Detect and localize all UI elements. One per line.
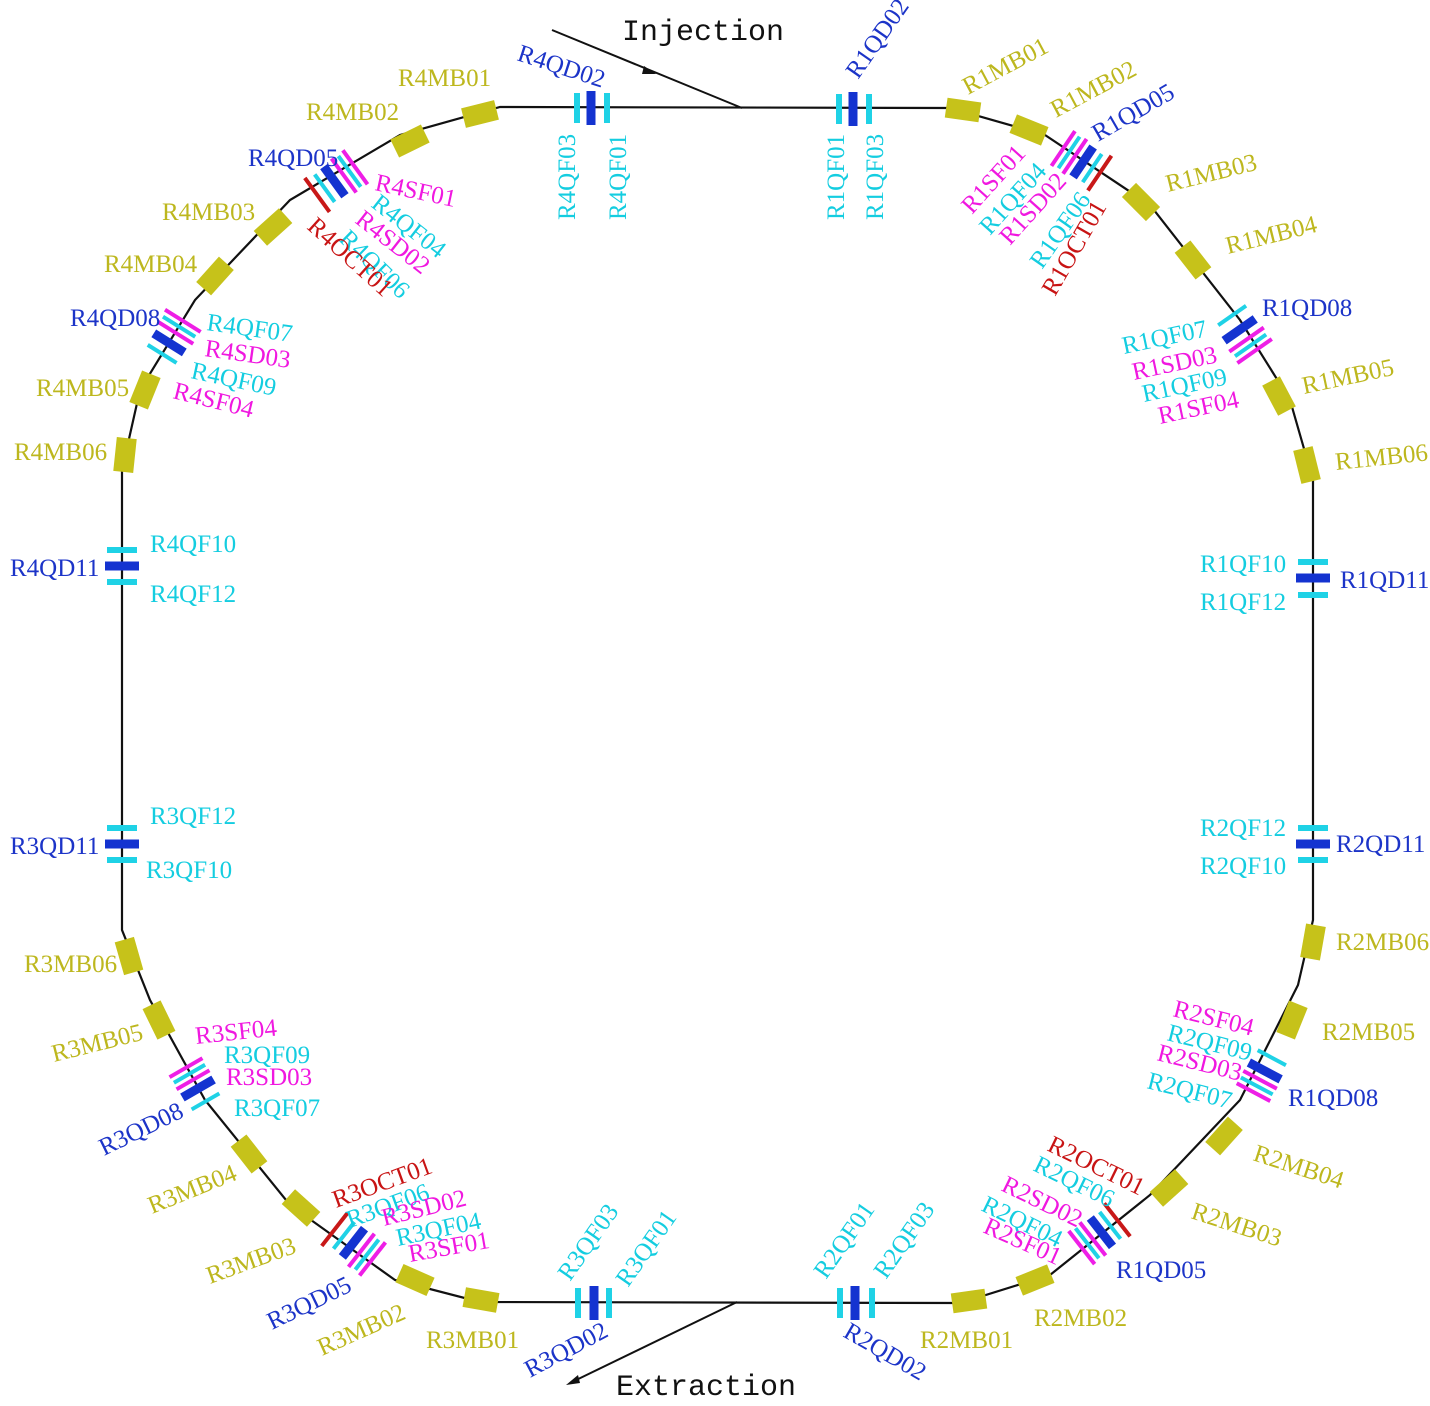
label-R3QD11: R3QD11 xyxy=(10,833,99,860)
label-R2MB05: R2MB05 xyxy=(1322,1019,1415,1046)
label-R2QD05: R1QD05 xyxy=(1116,1257,1206,1284)
dipole-r4mb04 xyxy=(196,256,234,296)
label-R1MB01: R1MB01 xyxy=(958,33,1053,101)
label-R1MB04: R1MB04 xyxy=(1223,211,1320,260)
ring-orbit xyxy=(120,105,1315,1305)
dipole-r2mb06 xyxy=(1300,923,1326,961)
label-R2MB04: R2MB04 xyxy=(1250,1140,1347,1195)
label-R1QF01: R1QF01 xyxy=(823,134,850,220)
label-R4QD08: R4QD08 xyxy=(70,305,160,332)
quad-triplet-r4-top xyxy=(574,91,610,125)
label-R3SD03: R3SD03 xyxy=(226,1064,312,1091)
label-R3MB03: R3MB03 xyxy=(203,1232,300,1289)
cluster-r4-qd08 xyxy=(146,307,202,365)
label-R3MB06: R3MB06 xyxy=(24,951,117,978)
label-R4MB04: R4MB04 xyxy=(104,251,198,278)
label-R4QD05: R4QD05 xyxy=(248,145,338,172)
dipole-magnets xyxy=(113,97,1326,1314)
label-R3QF10: R3QF10 xyxy=(146,857,232,884)
label-R4MB01: R4MB01 xyxy=(398,65,491,92)
dipole-r1mb05 xyxy=(1262,376,1296,416)
label-R2MB03: R2MB03 xyxy=(1188,1198,1285,1252)
label-R3QF07: R3QF07 xyxy=(234,1095,320,1122)
label-R4MB03: R4MB03 xyxy=(162,199,255,226)
label-R4MB02: R4MB02 xyxy=(306,99,399,126)
label-R3QF09: R3QF09 xyxy=(224,1042,310,1069)
label-R4QF01: R4QF01 xyxy=(605,134,632,220)
dipole-r3mb03 xyxy=(281,1189,321,1227)
dipole-r2mb04 xyxy=(1205,1116,1243,1156)
label-R4QD11: R4QD11 xyxy=(10,555,99,582)
label-R3MB04: R3MB04 xyxy=(144,1159,241,1219)
dipole-r4mb05 xyxy=(129,370,161,410)
quad-triplet-r4-left xyxy=(105,547,139,585)
label-R3QD02: R3QD02 xyxy=(520,1317,612,1383)
label-R2QF10: R2QF10 xyxy=(1200,853,1286,880)
label-R1MB06: R1MB06 xyxy=(1334,439,1429,476)
label-R1MB03: R1MB03 xyxy=(1163,149,1260,198)
dipole-r1mb06 xyxy=(1293,446,1321,484)
label-R2MB02: R2MB02 xyxy=(1034,1305,1127,1332)
label-R2QF01: R2QF01 xyxy=(809,1197,881,1283)
label-R2QF12: R2QF12 xyxy=(1200,815,1286,842)
dipole-r3mb06 xyxy=(114,936,144,976)
label-R3QF12: R3QF12 xyxy=(150,803,236,830)
quad-triplet-r1-right xyxy=(1296,559,1330,598)
injection-arrow xyxy=(551,29,743,109)
dipole-r2mb01 xyxy=(950,1288,988,1314)
extraction-arrow xyxy=(566,1301,738,1385)
label-R2MB01: R2MB01 xyxy=(920,1327,1013,1354)
dipole-r1mb04 xyxy=(1174,240,1212,280)
label-R2QF03: R2QF03 xyxy=(869,1197,941,1283)
label-R2MB06: R2MB06 xyxy=(1336,929,1429,956)
cluster-r4-qd05 xyxy=(303,149,370,214)
quad-triplet-r3-bottom xyxy=(575,1286,612,1320)
cluster-r1-qd05 xyxy=(1049,129,1114,192)
label-R4QF03: R4QF03 xyxy=(554,134,581,220)
dipole-r1mb01 xyxy=(944,97,982,123)
quad-triplet-r2-right xyxy=(1296,825,1330,863)
dipole-r1mb03 xyxy=(1121,182,1161,222)
dipole-r2mb02 xyxy=(1015,1264,1055,1296)
label-R1QD08: R1QD08 xyxy=(1262,295,1352,322)
label-R3QD08: R3QD08 xyxy=(95,1098,188,1162)
label-R1QF03: R1QF03 xyxy=(862,134,889,220)
dipole-r3mb02 xyxy=(395,1263,435,1297)
quad-triplet-r2-bottom xyxy=(837,1286,875,1320)
label-R4QF10: R4QF10 xyxy=(150,531,236,558)
dipole-r3mb05 xyxy=(142,1000,176,1040)
dipole-r3mb01 xyxy=(462,1287,500,1313)
label-R4MB06: R4MB06 xyxy=(14,439,107,466)
cluster-r3-qd08 xyxy=(168,1056,221,1112)
injection-title: Injection xyxy=(622,16,784,50)
extraction-title: Extraction xyxy=(616,1371,796,1405)
dipole-r2mb03 xyxy=(1149,1169,1189,1207)
label-R2QD02: R2QD02 xyxy=(839,1318,931,1387)
label-R1QF12: R1QF12 xyxy=(1200,589,1286,616)
label-R1QD02: R1QD02 xyxy=(841,0,915,83)
label-R4QF12: R4QF12 xyxy=(150,581,236,608)
dipole-r4mb01 xyxy=(461,100,499,128)
cluster-r2-qd08 xyxy=(1235,1048,1287,1103)
label-R2QD11: R2QD11 xyxy=(1336,831,1425,858)
dipole-r4mb03 xyxy=(253,208,293,246)
label-R3MB05: R3MB05 xyxy=(49,1019,146,1068)
dipole-r2mb05 xyxy=(1276,1000,1308,1040)
label-R1MB05: R1MB05 xyxy=(1300,354,1397,400)
quad-triplet-r3-left xyxy=(105,825,139,863)
cluster-r2-qd05 xyxy=(1067,1202,1132,1266)
label-R3MB01: R3MB01 xyxy=(426,1327,519,1354)
cluster-r3-qd05 xyxy=(320,1211,388,1277)
label-R2QD08: R1QD08 xyxy=(1288,1085,1378,1112)
quad-triplet-r1-top xyxy=(836,92,872,126)
cluster-r1-qd08 xyxy=(1217,304,1273,365)
dipole-r3mb04 xyxy=(230,1134,268,1174)
dipole-r1mb02 xyxy=(1009,114,1049,146)
dipole-r4mb02 xyxy=(390,124,430,158)
label-R4MB05: R4MB05 xyxy=(36,375,129,402)
dipole-r4mb06 xyxy=(113,437,137,473)
label-R1QF10: R1QF10 xyxy=(1200,551,1286,578)
label-R1QD11: R1QD11 xyxy=(1340,567,1429,594)
